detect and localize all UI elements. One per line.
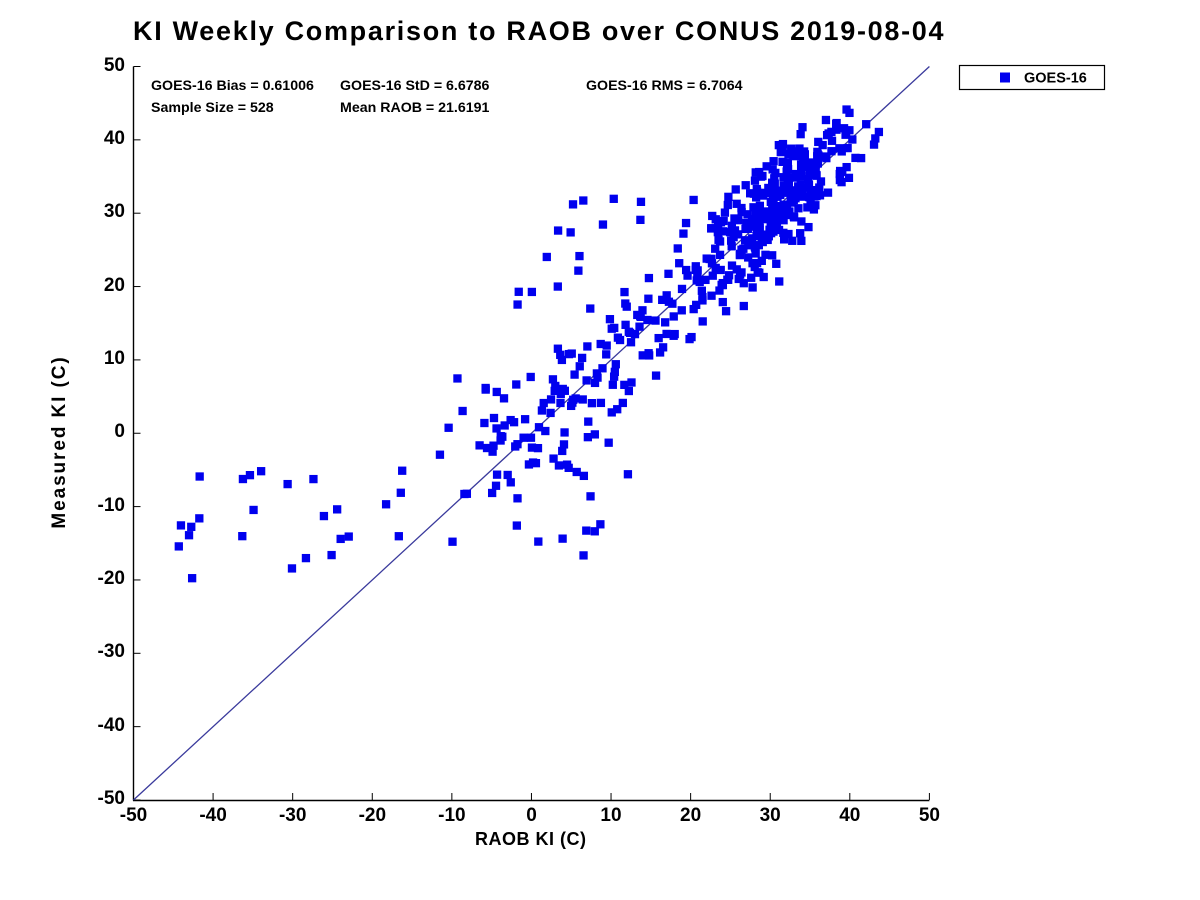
svg-text:GOES-16: GOES-16 bbox=[1024, 71, 1087, 87]
